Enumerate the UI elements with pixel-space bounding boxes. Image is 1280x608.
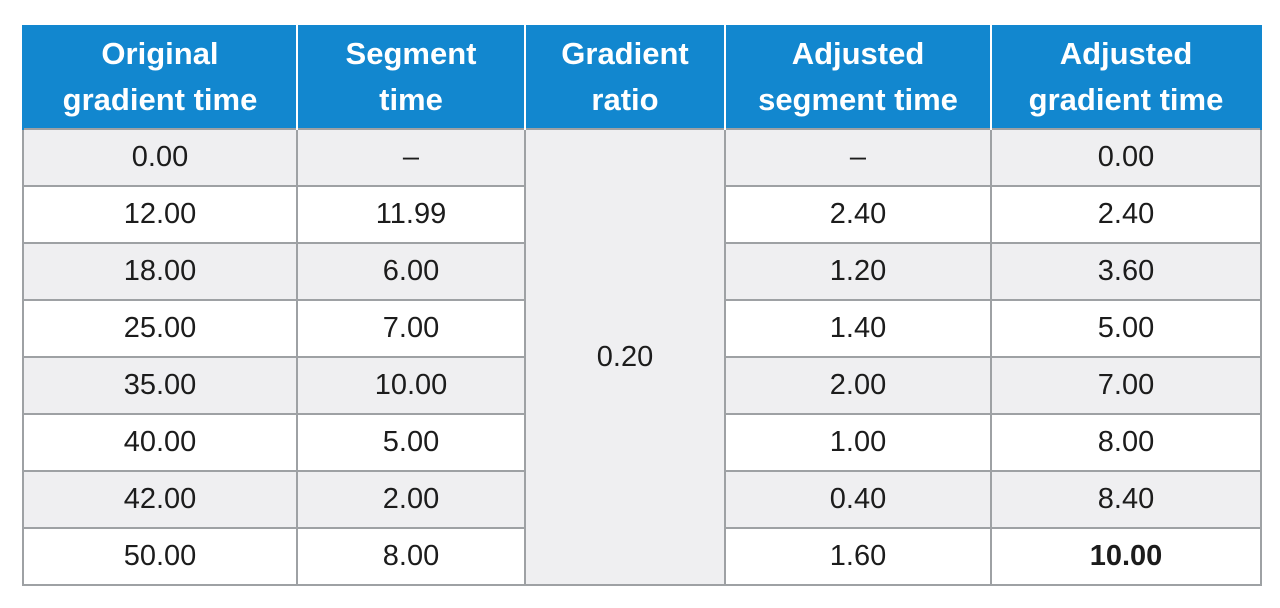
cell-adjusted-segment-time: 1.40 bbox=[724, 299, 992, 358]
cell-adjusted-gradient-time-total: 10.00 bbox=[990, 527, 1262, 586]
cell-original-gradient-time: 18.00 bbox=[22, 242, 298, 301]
cell-adjusted-gradient-time: 5.00 bbox=[990, 299, 1262, 358]
table-row: 42.00 2.00 0.40 8.40 bbox=[22, 470, 1262, 529]
header-line: segment time bbox=[758, 81, 958, 117]
gradient-table-container: Original gradient time Segment time Gradie… bbox=[22, 25, 1262, 586]
cell-adjusted-gradient-time: 7.00 bbox=[990, 356, 1262, 415]
cell-original-gradient-time: 12.00 bbox=[22, 185, 298, 244]
cell-segment-time: 11.99 bbox=[296, 185, 526, 244]
cell-adjusted-segment-time: – bbox=[724, 128, 992, 187]
cell-segment-time: 2.00 bbox=[296, 470, 526, 529]
header-line: Adjusted bbox=[791, 35, 925, 71]
header-original-gradient-time: Original gradient time bbox=[22, 25, 298, 129]
table-row: 25.00 7.00 1.40 5.00 bbox=[22, 299, 1262, 358]
cell-original-gradient-time: 40.00 bbox=[22, 413, 298, 472]
cell-gradient-ratio: 0.20 bbox=[524, 128, 726, 586]
header-gradient-ratio: Gradient ratio bbox=[524, 25, 726, 129]
header-line: ratio bbox=[591, 81, 659, 117]
cell-adjusted-segment-time: 1.60 bbox=[724, 527, 992, 586]
table-row: 40.00 5.00 1.00 8.00 bbox=[22, 413, 1262, 472]
cell-segment-time: 6.00 bbox=[296, 242, 526, 301]
cell-original-gradient-time: 0.00 bbox=[22, 128, 298, 187]
cell-segment-time: – bbox=[296, 128, 526, 187]
cell-adjusted-segment-time: 2.00 bbox=[724, 356, 992, 415]
table-row: 18.00 6.00 1.20 3.60 bbox=[22, 242, 1262, 301]
cell-adjusted-segment-time: 1.20 bbox=[724, 242, 992, 301]
header-line: gradient time bbox=[1028, 81, 1224, 117]
cell-segment-time: 8.00 bbox=[296, 527, 526, 586]
gradient-table: Original gradient time Segment time Gradie… bbox=[22, 25, 1262, 586]
cell-adjusted-gradient-time: 8.40 bbox=[990, 470, 1262, 529]
cell-segment-time: 5.00 bbox=[296, 413, 526, 472]
cell-adjusted-segment-time: 0.40 bbox=[724, 470, 992, 529]
header-line: Segment bbox=[345, 35, 477, 71]
cell-adjusted-segment-time: 1.00 bbox=[724, 413, 992, 472]
cell-adjusted-gradient-time: 2.40 bbox=[990, 185, 1262, 244]
header-adjusted-segment-time: Adjusted segment time bbox=[724, 25, 992, 129]
cell-original-gradient-time: 25.00 bbox=[22, 299, 298, 358]
cell-original-gradient-time: 35.00 bbox=[22, 356, 298, 415]
header-segment-time: Segment time bbox=[296, 25, 526, 129]
table-body: 0.00 – 0.20 – 0.00 12.00 11.99 2.40 2.40… bbox=[22, 128, 1262, 586]
cell-adjusted-gradient-time: 8.00 bbox=[990, 413, 1262, 472]
cell-adjusted-segment-time: 2.40 bbox=[724, 185, 992, 244]
table-row: 12.00 11.99 2.40 2.40 bbox=[22, 185, 1262, 244]
cell-original-gradient-time: 42.00 bbox=[22, 470, 298, 529]
cell-segment-time: 7.00 bbox=[296, 299, 526, 358]
table-row: 0.00 – 0.20 – 0.00 bbox=[22, 128, 1262, 586]
header-line: gradient time bbox=[62, 81, 258, 117]
cell-original-gradient-time: 50.00 bbox=[22, 527, 298, 586]
header-line: Adjusted bbox=[1059, 35, 1193, 71]
cell-adjusted-gradient-time: 3.60 bbox=[990, 242, 1262, 301]
table-header: Original gradient time Segment time Gradie… bbox=[22, 25, 1262, 129]
cell-adjusted-gradient-time: 0.00 bbox=[990, 128, 1262, 187]
header-line: Gradient bbox=[561, 35, 689, 71]
header-line: Original bbox=[101, 35, 219, 71]
header-row: Original gradient time Segment time Gradie… bbox=[22, 25, 1262, 129]
header-line: time bbox=[379, 81, 443, 117]
table-row: 35.00 10.00 2.00 7.00 bbox=[22, 356, 1262, 415]
cell-segment-time: 10.00 bbox=[296, 356, 526, 415]
table-row: 50.00 8.00 1.60 10.00 bbox=[22, 527, 1262, 586]
header-adjusted-gradient-time: Adjusted gradient time bbox=[990, 25, 1262, 129]
